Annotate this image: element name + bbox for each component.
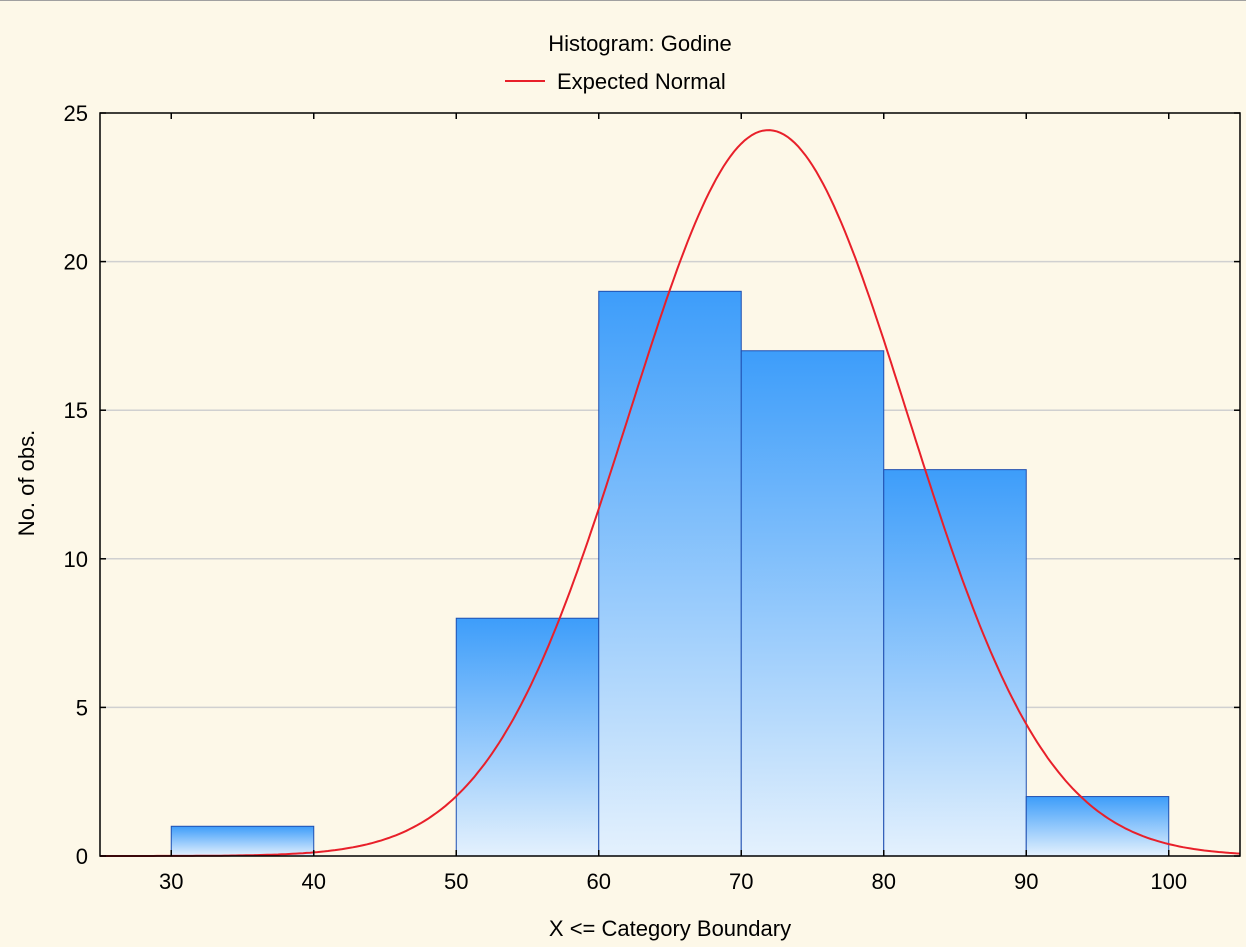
- bars: [170, 290, 1170, 857]
- legend: Expected Normal: [505, 69, 726, 94]
- y-tick-label-25: 25: [64, 101, 88, 126]
- bar-30-40: [170, 825, 315, 857]
- bar-70-80: [740, 350, 885, 857]
- bar-50-60: [455, 617, 600, 857]
- x-axis-title: X <= Category Boundary: [549, 916, 791, 941]
- x-tick-label-70: 70: [729, 869, 753, 894]
- y-tick-label-20: 20: [64, 250, 88, 275]
- x-tick-label-50: 50: [444, 869, 468, 894]
- plot-area-border: [99, 112, 1241, 857]
- chart-title: Histogram: Godine: [548, 31, 731, 56]
- y-tick-label-0: 0: [76, 844, 88, 869]
- legend-label-expected-normal: Expected Normal: [557, 69, 726, 94]
- y-tick-label-15: 15: [64, 398, 88, 423]
- bar-80-90: [883, 469, 1027, 857]
- x-tick-label-40: 40: [302, 869, 326, 894]
- x-tick-label-30: 30: [159, 869, 183, 894]
- y-axis-ticks: 0 5 10 15 20 25: [64, 101, 1240, 869]
- x-tick-label-100: 100: [1150, 869, 1187, 894]
- x-tick-label-60: 60: [587, 869, 611, 894]
- y-tick-label-10: 10: [64, 547, 88, 572]
- y-tick-label-5: 5: [76, 695, 88, 720]
- bar-60-70: [598, 290, 742, 857]
- x-axis-ticks: 30 40 50 60 70 80 90 100: [159, 113, 1187, 894]
- y-axis-title: No. of obs.: [14, 430, 39, 536]
- expected-normal-curve: [100, 129, 1241, 857]
- x-tick-label-80: 80: [872, 869, 896, 894]
- bar-90-100: [1025, 796, 1170, 857]
- x-tick-label-90: 90: [1014, 869, 1038, 894]
